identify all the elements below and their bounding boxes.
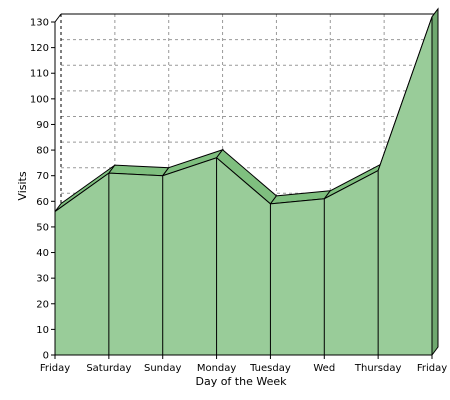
- y-tick-labels: 0 10 20 30 40 50 60 70 80 90 100 110 120 130: [30, 18, 55, 362]
- x-tick-label: Tuesday: [249, 363, 291, 374]
- x-tick-label: Wed: [313, 363, 335, 374]
- x-tick-labels: Friday Saturday Sunday Monday Tuesday Wed Thur…: [40, 355, 447, 374]
- x-axis-label: Day of the Week: [195, 375, 287, 388]
- area-front-face: [54, 16, 433, 356]
- x-tick-label: Monday: [197, 363, 237, 374]
- y-tick-label: 40: [36, 248, 49, 259]
- y-tick-label: 100: [30, 94, 49, 105]
- y-tick-label: 60: [36, 197, 49, 208]
- y-tick-label: 20: [36, 299, 49, 310]
- y-tick-label: 70: [36, 171, 49, 182]
- y-tick-label: 0: [43, 351, 49, 362]
- y-tick-label: 110: [30, 69, 49, 80]
- x-tick-label: Thursday: [354, 363, 402, 374]
- y-tick-label: 120: [30, 43, 49, 54]
- y-tick-label: 80: [36, 146, 49, 157]
- x-tick-label: Friday: [40, 363, 70, 374]
- y-tick-label: 90: [36, 120, 49, 131]
- area-series: [54, 7, 439, 357]
- y-tick-label: 10: [36, 325, 49, 336]
- x-tick-label: Sunday: [144, 363, 181, 374]
- x-tick-label: Friday: [417, 363, 447, 374]
- y-axis-label: Visits: [16, 171, 29, 200]
- y-tick-label: 130: [30, 18, 49, 29]
- axis-depth-line: [54, 13, 62, 23]
- area-side-face: [431, 7, 439, 357]
- y-tick-label: 50: [36, 222, 49, 233]
- x-tick-label: Saturday: [86, 363, 131, 374]
- y-tick-label: 30: [36, 274, 49, 285]
